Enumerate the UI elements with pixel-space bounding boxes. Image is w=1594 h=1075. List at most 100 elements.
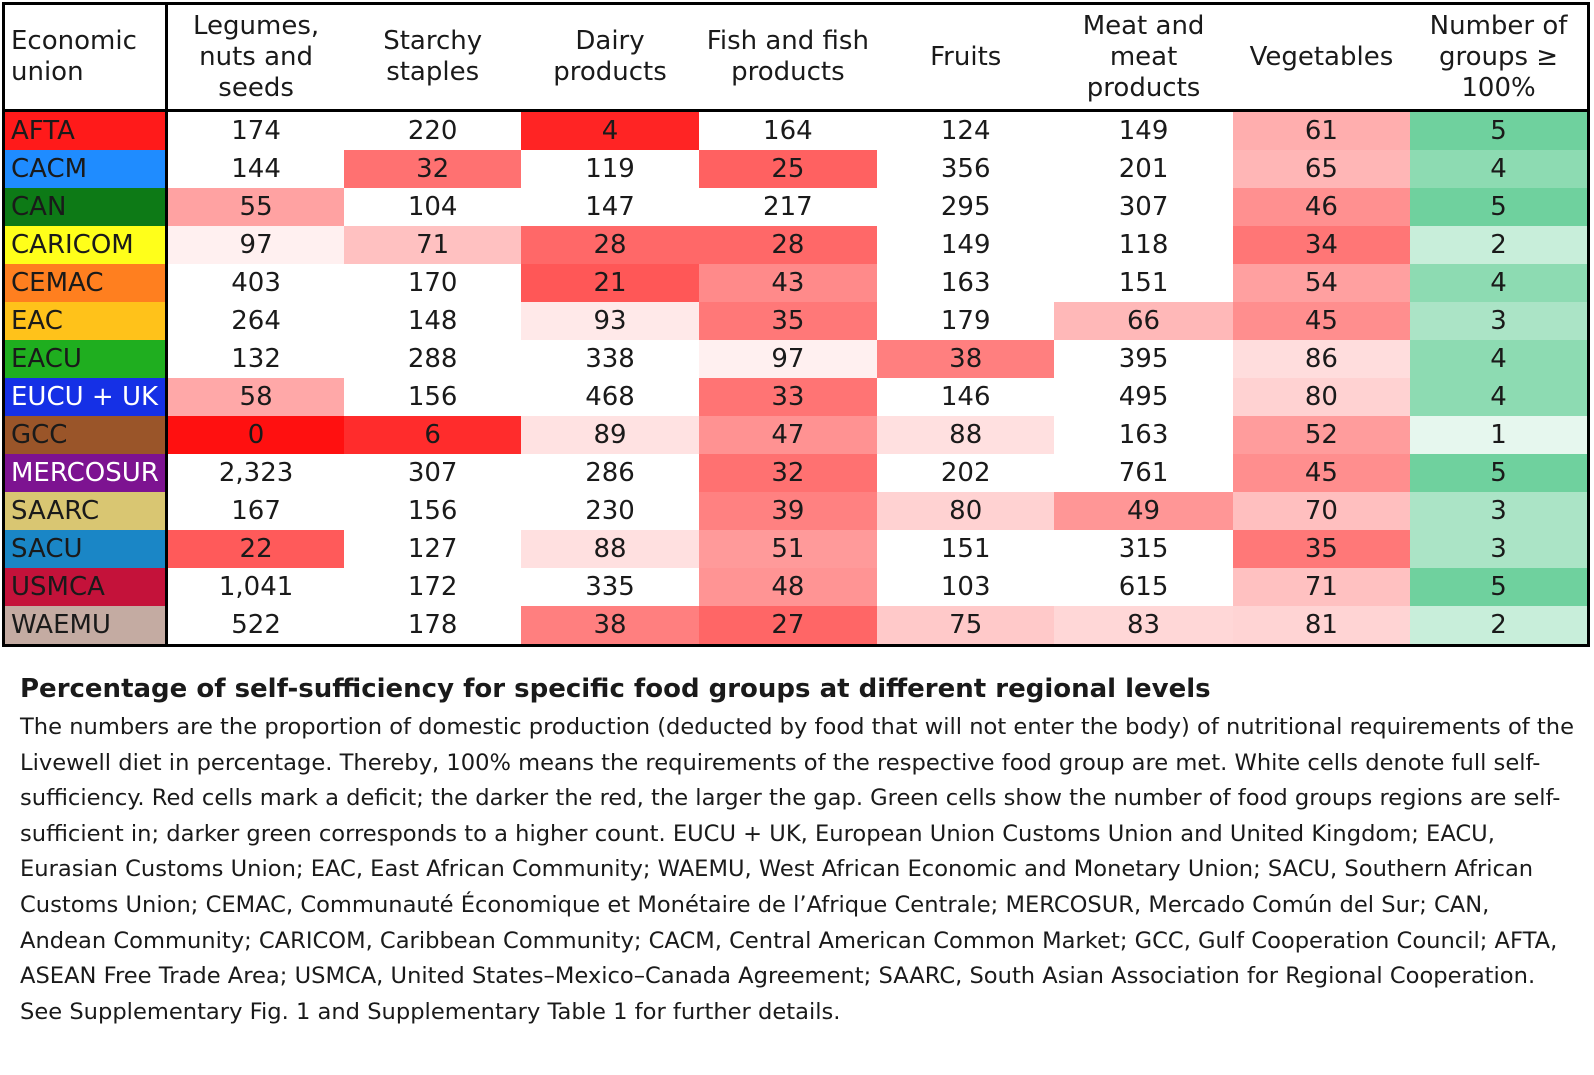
column-header-meat: Meat and meat products: [1054, 3, 1233, 112]
cell-meat: 49: [1054, 492, 1233, 530]
union-label-waemu: WAEMU: [3, 606, 169, 646]
cell-meat: 615: [1054, 568, 1233, 606]
cell-meat: 201: [1054, 150, 1233, 188]
cell-fish: 43: [698, 264, 878, 302]
cell-starchy-staples: 156: [344, 378, 522, 416]
cell-dairy: 468: [521, 378, 699, 416]
union-label-sacu: SACU: [3, 530, 169, 568]
cell-vegetables: 34: [1232, 226, 1411, 264]
cell-number-of-groups: 5: [1410, 568, 1589, 606]
cell-meat: 151: [1054, 264, 1233, 302]
union-label-gcc: GCC: [3, 416, 169, 454]
cell-fish: 33: [698, 378, 878, 416]
table-row: CARICOM 97 71 28 28 149 118 34 2: [3, 226, 1589, 264]
cell-dairy: 119: [521, 150, 699, 188]
cell-meat: 149: [1054, 110, 1233, 150]
cell-fish: 35: [698, 302, 878, 340]
cell-vegetables: 80: [1232, 378, 1411, 416]
cell-meat: 118: [1054, 226, 1233, 264]
cell-fruits: 356: [877, 150, 1055, 188]
cell-legumes: 58: [166, 378, 344, 416]
union-label-cemac: CEMAC: [3, 264, 169, 302]
cell-legumes: 0: [166, 416, 344, 454]
union-label-afta: AFTA: [3, 110, 169, 150]
cell-vegetables: 54: [1232, 264, 1411, 302]
cell-legumes: 403: [166, 264, 344, 302]
cell-meat: 163: [1054, 416, 1233, 454]
table-row: MERCOSUR 2,323 307 286 32 202 761 45 5: [3, 454, 1589, 492]
cell-fruits: 202: [877, 454, 1055, 492]
cell-number-of-groups: 4: [1410, 340, 1589, 378]
table-body: AFTA 174 220 4 164 124 149 61 5 CACM 144 32 119 25 356…: [3, 110, 1589, 646]
cell-starchy-staples: 288: [344, 340, 522, 378]
table-row: CAN 55 104 147 217 295 307 46 5: [3, 188, 1589, 226]
cell-fruits: 146: [877, 378, 1055, 416]
cell-fish: 217: [698, 188, 878, 226]
cell-fruits: 149: [877, 226, 1055, 264]
cell-dairy: 28: [521, 226, 699, 264]
cell-vegetables: 35: [1232, 530, 1411, 568]
cell-legumes: 144: [166, 150, 344, 188]
cell-dairy: 93: [521, 302, 699, 340]
column-header-fruits: Fruits: [877, 3, 1055, 112]
column-header-legumes: Legumes, nuts and seeds: [166, 3, 344, 112]
cell-legumes: 22: [166, 530, 344, 568]
cell-vegetables: 70: [1232, 492, 1411, 530]
cell-fish: 164: [698, 110, 878, 150]
union-label-caricom: CARICOM: [3, 226, 169, 264]
cell-starchy-staples: 178: [344, 606, 522, 646]
cell-vegetables: 65: [1232, 150, 1411, 188]
cell-legumes: 55: [166, 188, 344, 226]
table-row: AFTA 174 220 4 164 124 149 61 5: [3, 110, 1589, 150]
cell-fish: 51: [698, 530, 878, 568]
cell-fruits: 163: [877, 264, 1055, 302]
cell-fish: 32: [698, 454, 878, 492]
self-sufficiency-table: Economic union Legumes, nuts and seeds S…: [2, 2, 1590, 647]
cell-starchy-staples: 156: [344, 492, 522, 530]
cell-starchy-staples: 104: [344, 188, 522, 226]
table-row: WAEMU 522 178 38 27 75 83 81 2: [3, 606, 1589, 646]
cell-legumes: 522: [166, 606, 344, 646]
cell-meat: 395: [1054, 340, 1233, 378]
cell-fish: 28: [698, 226, 878, 264]
cell-fruits: 88: [877, 416, 1055, 454]
cell-number-of-groups: 4: [1410, 264, 1589, 302]
cell-number-of-groups: 5: [1410, 188, 1589, 226]
cell-fruits: 38: [877, 340, 1055, 378]
cell-dairy: 89: [521, 416, 699, 454]
cell-fruits: 75: [877, 606, 1055, 646]
table-row: CEMAC 403 170 21 43 163 151 54 4: [3, 264, 1589, 302]
table-row: CACM 144 32 119 25 356 201 65 4: [3, 150, 1589, 188]
table-row: EUCU + UK 58 156 468 33 146 495 80 4: [3, 378, 1589, 416]
cell-vegetables: 52: [1232, 416, 1411, 454]
cell-fish: 25: [698, 150, 878, 188]
cell-starchy-staples: 220: [344, 110, 522, 150]
table-row: SACU 22 127 88 51 151 315 35 3: [3, 530, 1589, 568]
cell-vegetables: 45: [1232, 302, 1411, 340]
cell-legumes: 132: [166, 340, 344, 378]
cell-vegetables: 46: [1232, 188, 1411, 226]
cell-dairy: 335: [521, 568, 699, 606]
union-label-cacm: CACM: [3, 150, 169, 188]
table-row: SAARC 167 156 230 39 80 49 70 3: [3, 492, 1589, 530]
cell-legumes: 97: [166, 226, 344, 264]
cell-dairy: 230: [521, 492, 699, 530]
cell-dairy: 147: [521, 188, 699, 226]
cell-number-of-groups: 3: [1410, 530, 1589, 568]
cell-legumes: 2,323: [166, 454, 344, 492]
cell-fish: 39: [698, 492, 878, 530]
cell-meat: 66: [1054, 302, 1233, 340]
column-header-starchy-staples: Starchy staples: [344, 3, 522, 112]
union-label-saarc: SAARC: [3, 492, 169, 530]
union-label-can: CAN: [3, 188, 169, 226]
table-row: USMCA 1,041 172 335 48 103 615 71 5: [3, 568, 1589, 606]
cell-meat: 495: [1054, 378, 1233, 416]
union-label-eucu-uk: EUCU + UK: [3, 378, 169, 416]
cell-starchy-staples: 71: [344, 226, 522, 264]
cell-vegetables: 71: [1232, 568, 1411, 606]
cell-meat: 307: [1054, 188, 1233, 226]
caption-title: Percentage of self-sufficiency for speci…: [20, 674, 1211, 704]
cell-fruits: 124: [877, 110, 1055, 150]
table-row: GCC 0 6 89 47 88 163 52 1: [3, 416, 1589, 454]
cell-fish: 48: [698, 568, 878, 606]
